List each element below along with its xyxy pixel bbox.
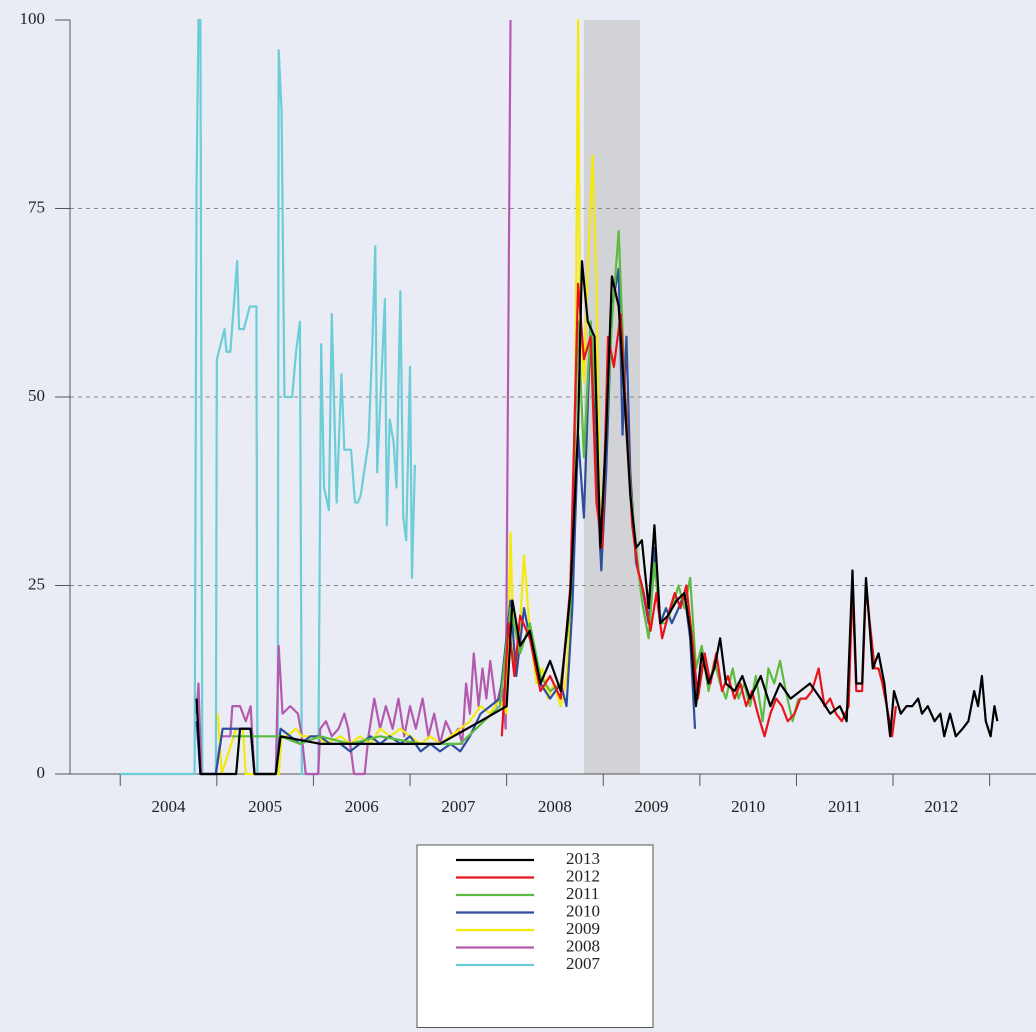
series-line (500, 282, 898, 738)
series-line (195, 260, 999, 776)
legend-label: 2007 (566, 954, 601, 973)
y-tick-label: 75 (28, 197, 45, 216)
legend-label: 2012 (566, 866, 600, 885)
x-tick-label: 2005 (248, 797, 282, 816)
y-tick-label: 50 (28, 386, 45, 405)
legend-label: 2013 (566, 849, 600, 868)
legend-box (416, 844, 654, 1028)
x-tick-label: 2004 (152, 797, 187, 816)
x-tick-label: 2011 (828, 797, 861, 816)
series-line (216, 18, 610, 776)
legend-label: 2009 (566, 919, 600, 938)
x-tick-label: 2012 (924, 797, 958, 816)
series-line (120, 18, 416, 776)
x-tick-label: 2006 (345, 797, 379, 816)
legend-label: 2010 (566, 901, 600, 920)
series-line (195, 19, 512, 776)
x-tick-label: 2007 (441, 797, 476, 816)
y-tick-label: 0 (37, 763, 46, 782)
y-tick-label: 25 (28, 574, 45, 593)
x-tick-label: 2008 (538, 797, 572, 816)
legend-label: 2011 (566, 884, 599, 903)
x-tick-label: 2009 (635, 797, 669, 816)
x-tick-label: 2010 (731, 797, 765, 816)
legend-label: 2008 (566, 936, 600, 955)
y-tick-label: 100 (20, 9, 46, 28)
